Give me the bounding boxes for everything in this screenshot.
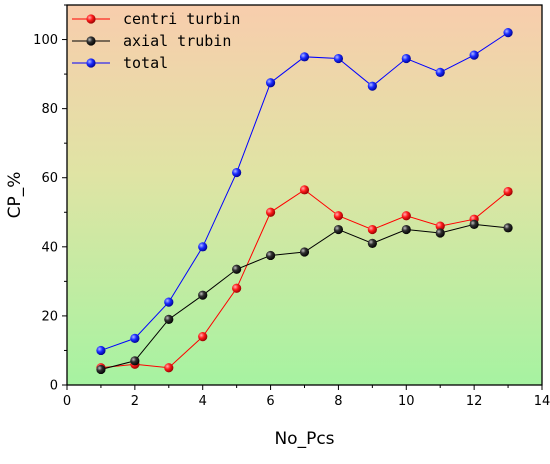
data-point-s0-5 (265, 207, 276, 217)
legend-label-1: axial trubin (123, 32, 231, 50)
y-tick-label: 80 (41, 102, 58, 117)
data-point-s0-10 (435, 221, 445, 231)
y-tick-label: 40 (41, 240, 58, 255)
y-tick-label: 0 (50, 379, 58, 394)
plot-background (67, 5, 542, 385)
y-axis-title: CP_% (5, 172, 25, 219)
data-point-s0-8 (367, 224, 377, 235)
data-point-s1-7 (333, 224, 344, 235)
x-axis-title: No_Pcs (274, 429, 334, 449)
x-tick-label: 12 (466, 394, 483, 409)
data-point-s1-8 (367, 238, 377, 248)
data-point-s1-5 (265, 250, 276, 261)
x-tick-label: 0 (63, 394, 71, 409)
data-point-s1-9 (401, 224, 411, 235)
data-point-s0-2 (164, 363, 174, 373)
data-point-s2-3 (198, 242, 208, 252)
data-point-s1-0 (96, 364, 106, 375)
data-point-s0-7 (333, 211, 344, 221)
x-tick-label: 10 (398, 394, 415, 409)
legend-marker-1 (86, 36, 96, 46)
y-tick-label: 20 (41, 309, 58, 324)
data-point-s2-8 (367, 81, 377, 91)
data-point-s2-7 (333, 53, 344, 64)
data-point-s0-12 (503, 186, 513, 197)
data-point-s2-12 (503, 28, 513, 38)
x-tick-label: 8 (334, 394, 342, 409)
legend-label-2: total (123, 54, 168, 72)
data-point-s2-1 (130, 333, 140, 343)
legend-label-0: centri turbin (123, 10, 240, 28)
data-point-s2-10 (435, 67, 445, 77)
data-point-s1-3 (198, 290, 208, 300)
data-point-s0-4 (232, 283, 242, 293)
data-point-s1-11 (469, 219, 479, 229)
legend-marker-0 (86, 14, 96, 24)
data-point-s2-0 (96, 345, 106, 356)
y-tick-label: 60 (41, 171, 58, 186)
x-tick-label: 4 (199, 394, 207, 409)
data-point-s2-6 (299, 52, 310, 62)
data-point-s1-6 (299, 247, 310, 257)
data-point-s1-4 (232, 264, 242, 274)
legend: centri turbin axial trubin total (72, 10, 240, 72)
y-tick-label: 100 (33, 33, 58, 48)
x-tick-label: 14 (534, 394, 550, 409)
data-point-s1-1 (130, 356, 140, 366)
data-point-s0-9 (401, 211, 411, 221)
data-point-s0-6 (299, 185, 310, 195)
data-point-s2-2 (164, 297, 174, 307)
data-point-s2-9 (401, 53, 411, 64)
data-point-s0-3 (198, 332, 208, 342)
data-point-s2-11 (469, 50, 479, 60)
x-tick-label: 6 (266, 394, 274, 409)
data-point-s1-2 (164, 314, 174, 324)
data-point-s2-4 (232, 167, 242, 178)
data-point-s2-5 (265, 78, 276, 88)
data-point-s1-10 (435, 228, 445, 238)
data-point-s1-12 (503, 223, 513, 233)
legend-marker-2 (86, 58, 96, 68)
x-tick-label: 2 (131, 394, 139, 409)
